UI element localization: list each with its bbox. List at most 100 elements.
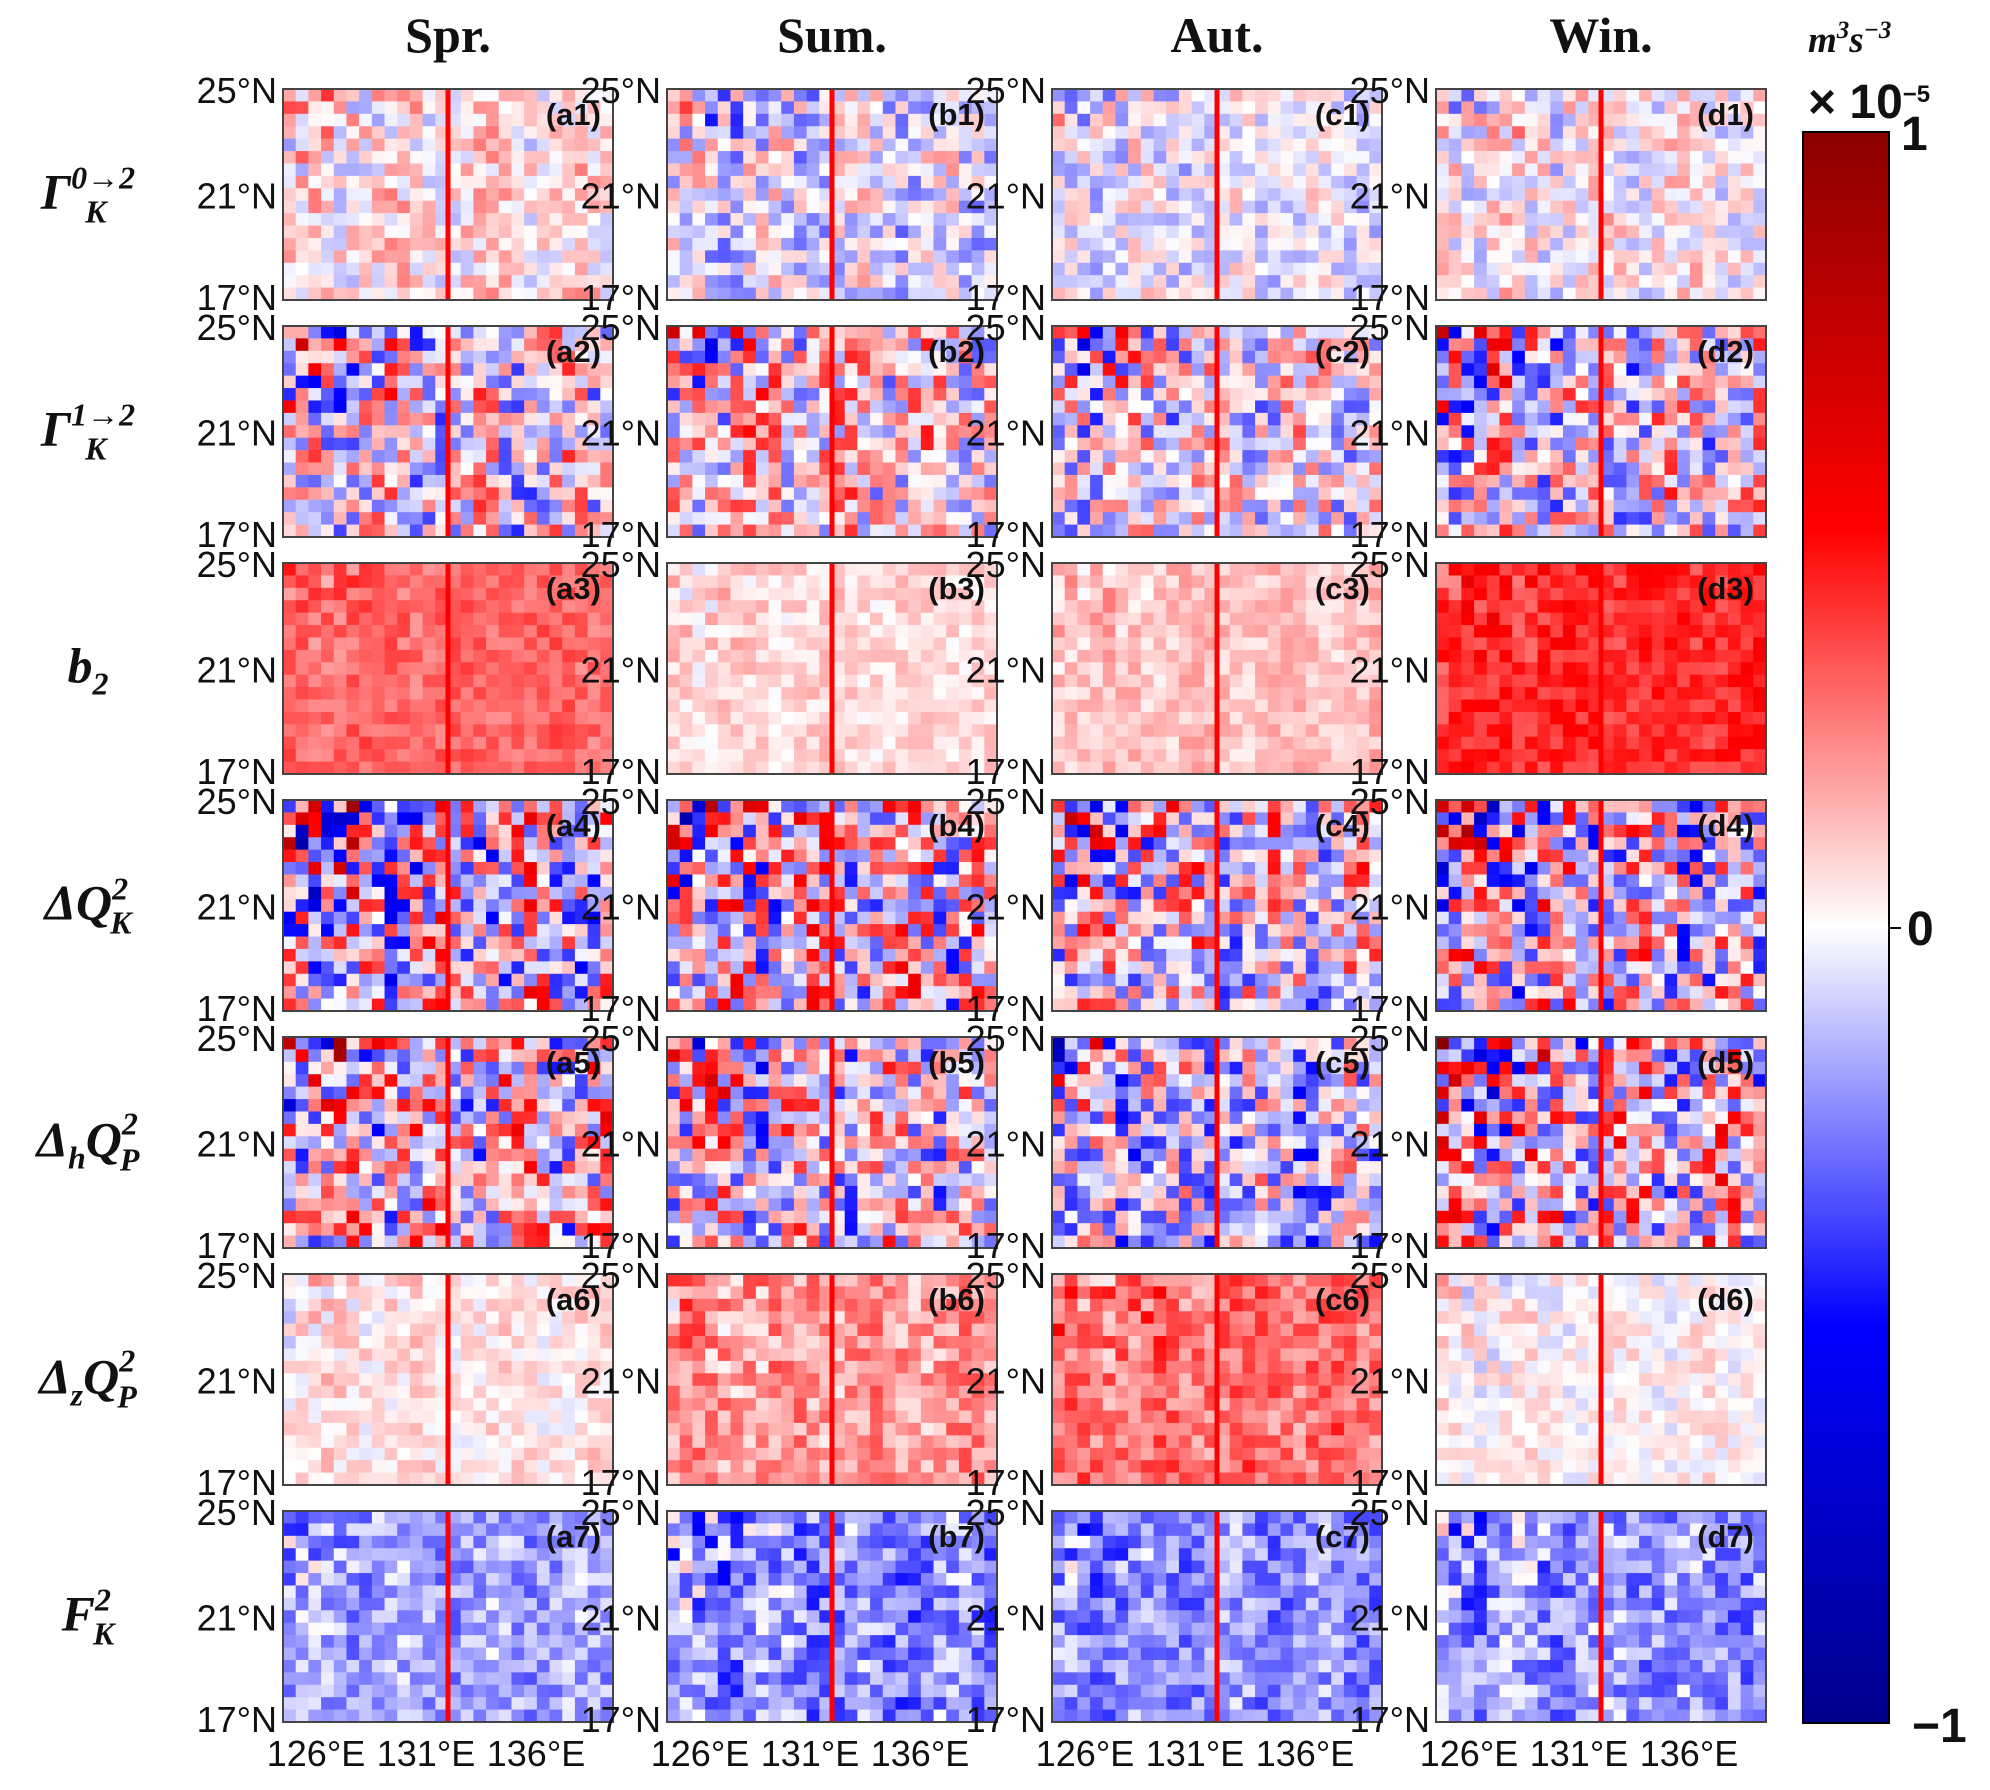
heatmap-cell [1474, 113, 1488, 127]
heatmap-cell [1356, 89, 1370, 103]
heatmap-cell [371, 474, 386, 488]
heatmap-cell [1753, 175, 1767, 189]
heatmap-cell [1331, 600, 1345, 614]
heatmap-cell [321, 425, 335, 439]
heatmap-cell [768, 400, 782, 414]
heatmap-cell [1461, 388, 1475, 402]
heatmap-cell [1115, 474, 1129, 488]
heatmap-cell [1550, 563, 1564, 577]
heatmap-cell [1128, 138, 1142, 152]
heatmap-cell [755, 575, 770, 589]
heatmap-cell [1217, 412, 1231, 426]
heatmap-cell [705, 450, 719, 464]
heatmap-cell [971, 637, 985, 651]
heatmap-cell [1280, 625, 1294, 639]
heatmap-cell [397, 425, 411, 439]
heatmap-cell [1064, 736, 1078, 750]
heatmap-cell [511, 138, 525, 152]
heatmap-cell [498, 674, 513, 688]
heatmap-cell [422, 250, 436, 264]
heatmap-cell [536, 612, 551, 626]
heatmap-cell [435, 612, 449, 626]
heatmap-cell [384, 151, 398, 165]
heatmap-cell [486, 512, 500, 526]
heatmap-cell [1436, 151, 1450, 165]
heatmap-cell [1293, 499, 1307, 513]
heatmap-cell [371, 512, 386, 526]
heatmap-cell [895, 213, 909, 227]
heatmap-cell [1740, 138, 1754, 152]
heatmap-cell [1115, 213, 1129, 227]
heatmap-cell [1331, 175, 1345, 189]
heatmap-cell [920, 749, 935, 763]
heatmap-cell [692, 338, 706, 352]
heatmap-cell [768, 711, 782, 725]
heatmap-cell [422, 474, 436, 488]
heatmap-cell [920, 736, 935, 750]
heatmap-cell [908, 388, 922, 402]
heatmap-cell [1436, 89, 1450, 103]
heatmap-cell [524, 662, 538, 676]
heatmap-cell [1639, 213, 1653, 227]
heatmap-cell [1140, 512, 1155, 526]
heatmap-cell [705, 474, 719, 488]
heatmap-cell [1102, 287, 1117, 301]
heatmap-cell [832, 287, 846, 301]
lat-tick-label: 17°N [581, 277, 661, 318]
heatmap-cell [1178, 600, 1193, 614]
heatmap-cell [1474, 225, 1488, 239]
heatmap-cell [908, 724, 922, 738]
heatmap-cell [1318, 363, 1332, 377]
heatmap-cell [1293, 363, 1307, 377]
heatmap-cell [1740, 250, 1754, 264]
heatmap-cell [1331, 450, 1345, 464]
heatmap-cell [498, 287, 513, 301]
heatmap-cell [1255, 89, 1269, 103]
heatmap-cell [870, 563, 884, 577]
heatmap-cell [1474, 412, 1488, 426]
heatmap-cell [1537, 163, 1551, 177]
row-label-1: Γ1→2 K [40, 397, 135, 467]
heatmap-cell [920, 687, 935, 701]
heatmap-cell [460, 126, 474, 140]
heatmap-cell [1178, 499, 1193, 513]
heatmap-cell [1740, 101, 1754, 115]
heatmap-cell [1356, 736, 1370, 750]
heatmap-cell [1343, 724, 1358, 738]
heatmap-cell [1588, 388, 1602, 402]
heatmap-cell [1255, 287, 1269, 301]
heatmap-cell [1613, 138, 1627, 152]
heatmap-cell [1090, 437, 1104, 451]
heatmap-cell [844, 462, 858, 476]
heatmap-cell [1267, 363, 1282, 377]
heatmap-cell [882, 699, 897, 713]
heatmap-cell [1229, 175, 1243, 189]
heatmap-cell [1461, 113, 1475, 127]
heatmap-cell [511, 363, 525, 377]
heatmap-cell [1153, 151, 1167, 165]
heatmap-cell [422, 612, 436, 626]
heatmap-cell [946, 89, 960, 103]
heatmap-cell [384, 412, 398, 426]
heatmap-cell [1115, 724, 1129, 738]
heatmap-cell [1356, 287, 1370, 301]
heatmap-cell [717, 163, 732, 177]
heatmap-cell [1102, 512, 1117, 526]
heatmap-cell [371, 499, 386, 513]
heatmap-cell [692, 213, 706, 227]
heatmap-cell [1448, 188, 1462, 202]
heatmap-cell [882, 338, 897, 352]
heatmap-cell [705, 388, 719, 402]
heatmap-cell [574, 101, 589, 115]
heatmap-cell [283, 512, 297, 526]
heatmap-cell [1140, 412, 1155, 426]
heatmap-cell [1626, 499, 1640, 513]
heatmap-cell [1128, 275, 1142, 289]
heatmap-cell [422, 711, 436, 725]
heatmap-cell [1613, 163, 1627, 177]
heatmap-cell [1255, 575, 1269, 589]
heatmap-cell [1255, 262, 1269, 276]
heatmap-cell [1064, 175, 1078, 189]
heatmap-cell [371, 724, 386, 738]
heatmap-cell [1242, 175, 1256, 189]
